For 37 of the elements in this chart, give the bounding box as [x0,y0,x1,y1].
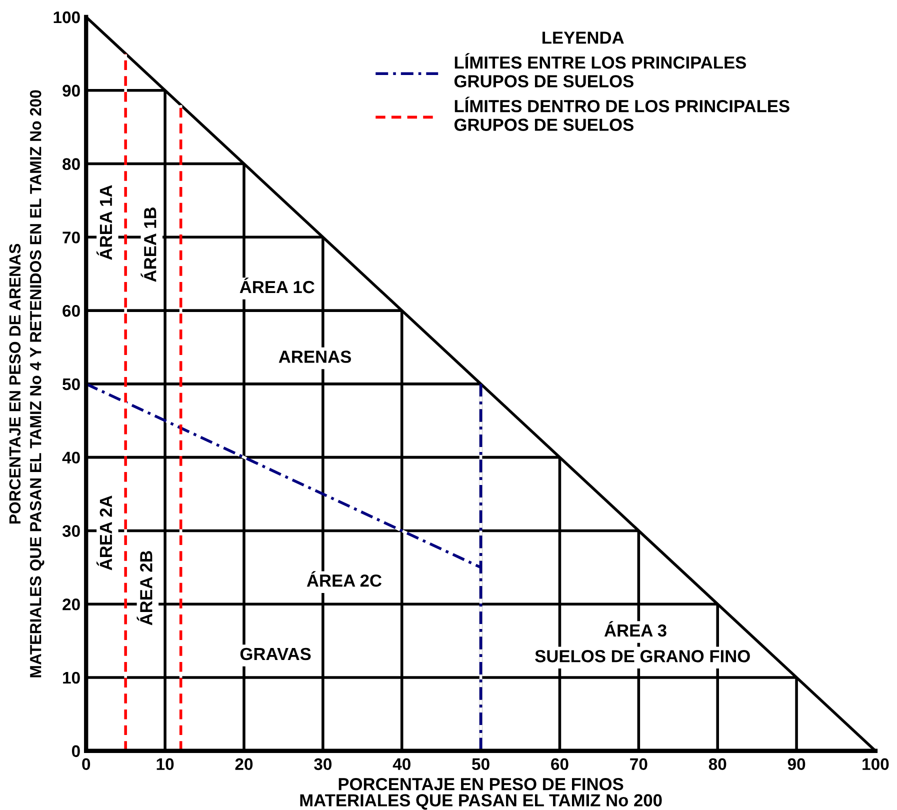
x-tick-label: 40 [392,758,410,770]
x-tick-label: 0 [82,758,90,770]
x-tick-label: 30 [314,758,332,770]
annotation: SUELOS DE GRANO FINO [535,650,750,662]
x-tick-label: 90 [788,758,806,770]
annotation: ÁREA 1A [96,185,112,260]
y-tick-label: 20 [62,598,80,610]
y-tick-label: 0 [72,745,80,758]
y-tick-label: 40 [62,452,80,464]
y-tick-label: 10 [63,672,80,684]
y-tick-label: 100 [54,11,80,24]
x-tick-label: 10 [156,758,174,770]
annotation: ÁREA 1C [240,278,314,294]
legend-label: LÍMITES ENTRE LOS PRINCIPALES GRUPOS DE SUELOS [454,53,746,88]
x-tick-label: 70 [630,758,648,770]
annotation: ÁREA 2C [306,571,382,587]
y-axis-title: PORCENTAJE EN PESO DE ARENAS MATERIALES QUE PASAN EL TAMIZ No 4 Y RETENIDOS EN EL TAMIZ No 200 [9,90,44,678]
annotation: GRAVAS [240,648,311,660]
y-tick-label: 70 [62,232,80,244]
x-tick-label: 20 [235,758,253,770]
x-tick-label: 60 [551,758,568,770]
annotation: ÁREA 3 [604,621,666,637]
x-tick-label: 80 [708,758,726,770]
x-axis-title: PORCENTAJE EN PESO DE FINOS MATERIALES QUE PASAN EL TAMIZ No 200 [300,778,662,810]
x-tick-label: 50 [472,758,490,770]
annotation: ÁREA 2B [136,550,152,626]
legend-title: LEYENDA [542,32,624,44]
annotation: ÁREA 2A [96,496,112,570]
y-tick-label: 60 [62,304,80,317]
y-tick-label: 80 [62,158,80,170]
y-tick-label: 50 [62,378,80,390]
y-tick-label: 90 [62,84,80,97]
annotation: ÁREA 1B [140,208,156,282]
y-tick-label: 30 [62,525,80,537]
legend-label: LÍMITES DENTRO DE LOS PRINCIPALES GRUPOS DE SUELOS [454,96,790,131]
annotation: ARENAS [278,350,352,363]
x-tick-label: 100 [862,758,889,770]
